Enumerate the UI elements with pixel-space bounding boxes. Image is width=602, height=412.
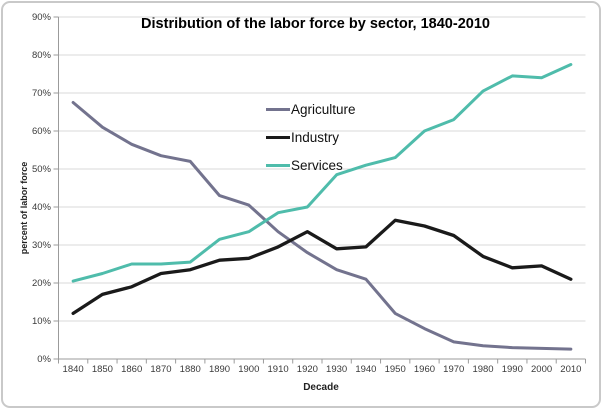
legend-line-swatch-agriculture [266,107,290,111]
y-tick-label: 0% [37,353,51,365]
x-tick-label: 1950 [384,364,406,375]
y-tick-label: 30% [31,239,51,251]
y-tick-label: 20% [31,277,51,289]
legend-label-agriculture: Agriculture [291,101,356,117]
x-tick-label: 1980 [472,364,494,375]
legend-item-agriculture: Agriculture [266,95,356,123]
y-tick-label: 70% [31,87,51,99]
series-line-services [71,63,573,283]
y-tick-label: 90% [31,11,51,23]
chart-title: Distribution of the labor force by secto… [141,16,490,32]
series-line-industry [71,218,573,316]
x-axis-title: Decade [303,382,339,393]
legend-item-services: Services [266,151,356,179]
x-tick-label: 1840 [62,364,84,375]
chart-legend: Agriculture Industry Services [266,95,356,179]
y-tick-label: 80% [31,49,51,61]
y-tick-label: 50% [31,163,51,175]
y-tick-label: 10% [31,315,51,327]
x-tick-label: 1880 [179,364,201,375]
x-tick-label: 2000 [531,364,553,375]
legend-item-industry: Industry [266,123,356,151]
x-tick-label: 1920 [296,364,318,375]
x-tick-label: 1870 [150,364,172,375]
legend-label-industry: Industry [291,129,340,145]
x-tick-label: 1930 [326,364,348,375]
series-line-agriculture [71,101,573,351]
y-tick-label: 40% [31,201,51,213]
x-tick-label: 1910 [267,364,289,375]
plot-area [53,16,586,364]
x-tick-label: 1900 [238,364,260,375]
y-tick-label: 60% [31,125,51,137]
legend-label-services: Services [291,157,343,173]
x-tick-label: 1890 [208,364,231,375]
x-tick-label: 1860 [121,364,143,375]
x-tick-label: 1960 [413,364,436,375]
x-tick-label: 1990 [501,364,523,375]
x-tick-label: 1940 [355,364,377,375]
legend-line-swatch-industry [266,135,290,139]
x-tick-label: 2010 [560,364,582,375]
x-tick-label: 1970 [443,364,465,375]
x-tick-label: 1850 [91,364,113,375]
legend-line-swatch-services [266,163,290,167]
